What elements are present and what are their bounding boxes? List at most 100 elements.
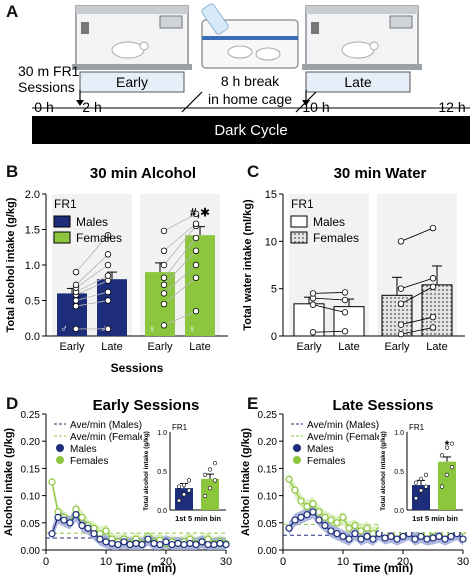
- x-axis-label: Sessions: [111, 361, 164, 375]
- bar: [97, 279, 127, 336]
- individual-point: [192, 210, 200, 218]
- individual-point: [429, 313, 437, 321]
- y-tick-label: 0.10: [21, 492, 41, 503]
- bar: [145, 272, 175, 336]
- point-males: [417, 532, 425, 540]
- y-axis-label: Total water intake (ml/kg): [242, 199, 254, 331]
- subject-line-shadow: [400, 327, 434, 335]
- individual-point: [192, 274, 200, 281]
- inset-background: [142, 420, 230, 532]
- early-box-label: Early: [116, 74, 148, 90]
- individual-point: [160, 227, 168, 235]
- individual-point: [341, 296, 349, 304]
- legend-label: Ave/min (Males): [70, 420, 142, 431]
- point-males: [156, 540, 164, 549]
- subject-line-shadow: [163, 223, 197, 252]
- legend-swatch-males: [293, 444, 301, 452]
- point-males: [102, 538, 110, 546]
- point-males: [138, 540, 146, 549]
- sex-symbol: ♂: [100, 324, 108, 335]
- point-males: [90, 530, 98, 538]
- y-tick-label: 0.0: [25, 331, 40, 343]
- inset-point: [444, 472, 450, 477]
- panel-a: A Ea: [0, 0, 474, 150]
- legend-label: Males: [76, 215, 108, 229]
- point-males: [339, 532, 347, 540]
- individual-point: [192, 247, 200, 254]
- legend-swatch-males: [56, 444, 64, 452]
- point-males: [291, 516, 299, 524]
- inset-point: [413, 496, 419, 501]
- inset-y-tick-label: 0.5: [157, 469, 167, 476]
- point-males: [54, 513, 62, 521]
- break-label-line2: in home cage: [208, 91, 292, 107]
- inset-y-axis-label: Total alcohol intake (g/kg): [143, 431, 150, 511]
- home-cage-icon: [201, 3, 299, 69]
- point-females: [291, 486, 299, 494]
- subject-line-shadow: [312, 304, 346, 313]
- point-males: [174, 539, 182, 548]
- point-males: [168, 540, 176, 549]
- legend-label: Females: [307, 456, 345, 467]
- point-males: [381, 534, 389, 542]
- legend-swatch: [290, 231, 308, 244]
- bar: [293, 303, 325, 337]
- point-females: [321, 513, 329, 521]
- dark-cycle-bar: [32, 116, 470, 144]
- inset-point: [212, 461, 218, 466]
- panel-e-chart: Late Sessions 0.00 0.05 0.10 0.15 0.20 0.25 0 10…: [240, 397, 469, 575]
- inset-point: [423, 472, 429, 477]
- inset-title: FR1: [172, 423, 188, 432]
- panel-e-label: E: [247, 394, 259, 413]
- inset-point: [186, 478, 192, 483]
- panel-c: C 30 min Water 0 5 10 15 Total water intake (…: [237, 160, 474, 380]
- y-tick-label: 0.20: [258, 437, 278, 448]
- individual-point: [429, 324, 437, 331]
- point-males: [222, 540, 230, 549]
- tick-12h: 12 h: [438, 99, 465, 115]
- inset-x-axis-label: 1st 5 min bin: [412, 514, 458, 523]
- y-tick-label: 0: [271, 331, 277, 343]
- inset-x-axis-label: 1st 5 min bin: [175, 514, 221, 523]
- subject-line-shadow: [75, 234, 109, 273]
- legend-label: Females: [70, 456, 108, 467]
- individual-point: [72, 302, 80, 310]
- y-tick-label: 0.05: [21, 519, 41, 530]
- x-tick-label: 30: [220, 556, 232, 568]
- x-tick-label: 0: [43, 556, 49, 568]
- y-tick-label: 0.5: [25, 296, 40, 308]
- x-axis-label: Time (min): [353, 561, 413, 575]
- point-males: [441, 535, 449, 543]
- x-tick-label: 20: [160, 556, 172, 568]
- sex-symbol: ♀: [148, 324, 156, 335]
- point-males: [132, 539, 140, 548]
- individual-point: [341, 328, 349, 335]
- subject-line-shadow: [163, 237, 197, 278]
- y-axis-label: Alcohol intake (g/kg): [240, 428, 252, 537]
- y-tick-label: 0.15: [258, 464, 278, 475]
- individual-point: [104, 325, 112, 333]
- point-males: [180, 540, 188, 549]
- x-axis-label: Time (min): [116, 561, 176, 575]
- individual-point: [160, 322, 168, 329]
- individual-point: [104, 272, 112, 279]
- point-males: [66, 519, 74, 527]
- legend-swatch: [53, 231, 71, 244]
- point-females: [327, 516, 335, 524]
- y-tick-label: 0.00: [21, 546, 41, 557]
- individual-point: [192, 234, 200, 242]
- individual-point: [309, 301, 317, 308]
- inset-point: [413, 480, 419, 485]
- individual-point: [160, 300, 168, 308]
- late-box-label: Late: [344, 74, 371, 90]
- sessions-label-line2: Sessions: [18, 79, 75, 95]
- y-tick-label: 0.10: [258, 492, 278, 503]
- x-tick-label: Late: [338, 341, 359, 353]
- x-tick-label: 0: [280, 556, 286, 568]
- point-males: [303, 511, 311, 519]
- point-males: [321, 521, 329, 530]
- point-females: [363, 524, 371, 532]
- legend-label: Males: [307, 444, 334, 455]
- sex-symbol: ♀: [188, 324, 196, 335]
- subject-line-shadow: [163, 264, 197, 294]
